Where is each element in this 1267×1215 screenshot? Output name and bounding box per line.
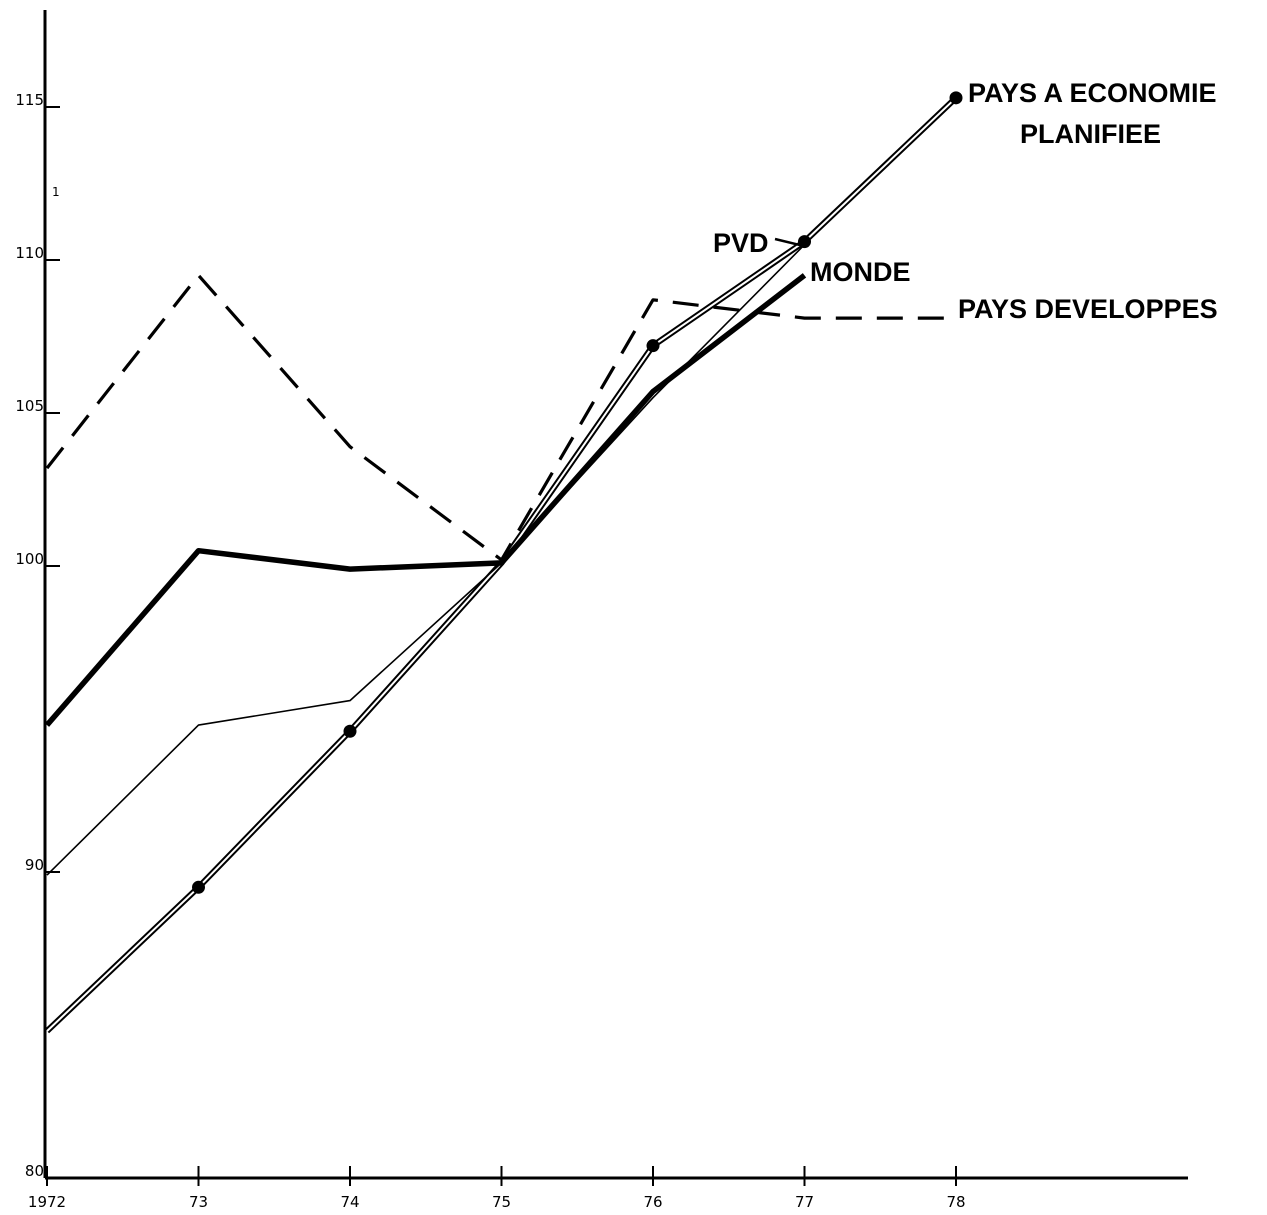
pvd-label-leader <box>774 237 803 247</box>
y-tick-label: 100 <box>15 550 44 568</box>
y-tick-label: 90 <box>25 856 44 874</box>
series-label-planifiee-line2: PLANIFIEE <box>1020 119 1161 149</box>
series-line <box>46 244 806 876</box>
y-ticks: 80 90 100 105 110 115 <box>15 91 60 1180</box>
series-point <box>192 880 205 894</box>
x-tick-label: 77 <box>795 1193 814 1211</box>
series-line <box>44 273 807 727</box>
series-label-pvd: PVD <box>713 228 769 258</box>
series-layer <box>44 91 963 1034</box>
series-label-planifiee-line1: PAYS A ECONOMIE <box>968 78 1217 108</box>
x-tick-label: 78 <box>946 1193 965 1211</box>
series-point <box>949 91 963 105</box>
series-3 <box>45 273 956 562</box>
series-label-pays-developpes: PAYS DEVELOPPES <box>958 294 1218 324</box>
axes <box>43 10 1188 1180</box>
x-tick-label: 75 <box>492 1193 511 1211</box>
y-tick-label: 115 <box>15 91 44 109</box>
x-ticks: 1972 73 74 75 76 77 78 <box>28 1166 966 1211</box>
series-1 <box>46 244 806 876</box>
y-tick-label: 105 <box>15 397 44 415</box>
series-line <box>45 273 956 562</box>
series-label-monde: MONDE <box>810 257 911 287</box>
x-tick-label: 74 <box>340 1193 359 1211</box>
y-tick-label: 110 <box>15 244 44 262</box>
series-2 <box>44 273 807 727</box>
stray-mark: 1 <box>52 185 60 199</box>
series-point <box>646 339 660 353</box>
x-tick-label: 1972 <box>28 1193 66 1211</box>
x-tick-label: 76 <box>643 1193 662 1211</box>
series-labels: PAYS A ECONOMIE PLANIFIEE PVD MONDE PAYS… <box>52 78 1218 324</box>
x-tick-label: 73 <box>189 1193 208 1211</box>
y-tick-label: 80 <box>25 1162 44 1180</box>
series-point <box>343 724 357 738</box>
